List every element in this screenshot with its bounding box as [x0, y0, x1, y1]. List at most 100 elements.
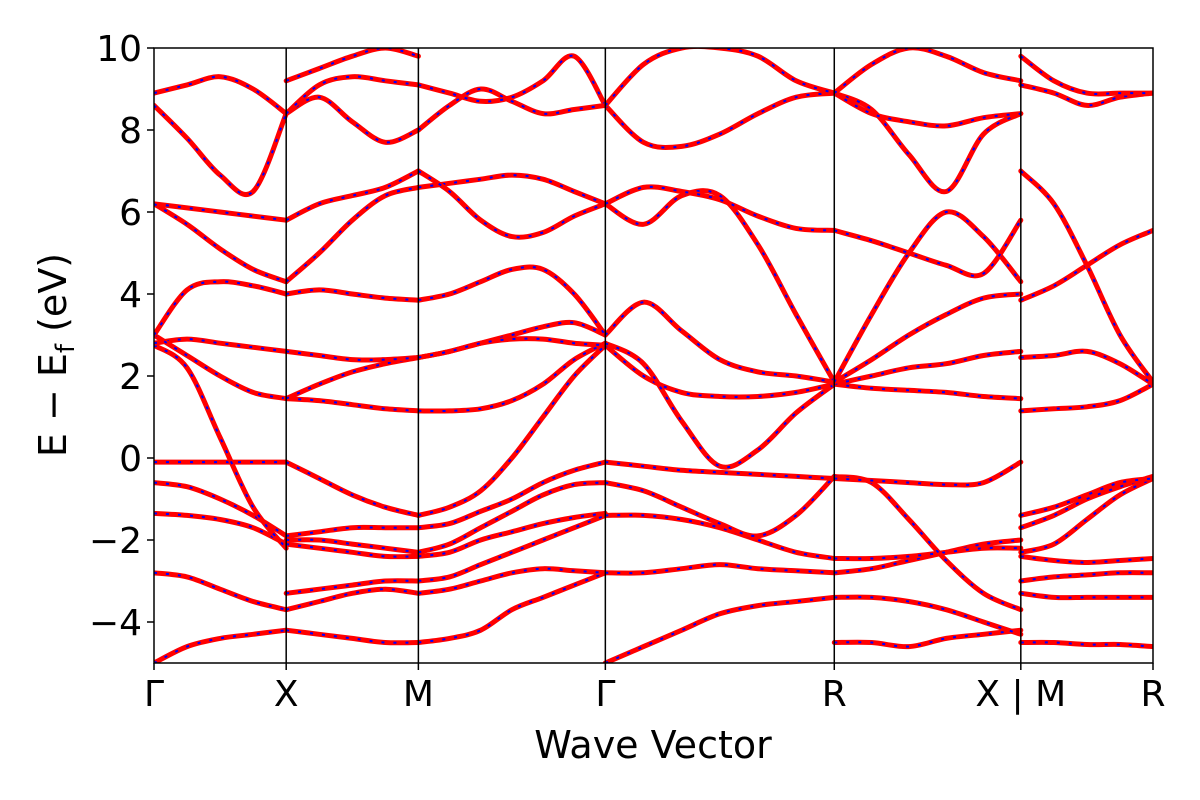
x-tick-label: X	[274, 674, 299, 715]
band-line	[283, 287, 421, 303]
band-line-dashed	[1020, 475, 1153, 529]
band-line	[831, 627, 1024, 650]
band-line	[602, 48, 837, 108]
band-line-dashed	[833, 48, 1022, 94]
band-line-dashed	[418, 54, 607, 106]
band-line	[283, 396, 421, 414]
band-line-dashed	[833, 210, 1022, 383]
band-line	[415, 570, 608, 645]
band-line-dashed	[154, 338, 287, 353]
band-line	[831, 348, 1024, 387]
band-line-dashed	[286, 526, 419, 537]
band-line	[415, 168, 608, 240]
band-line	[1018, 168, 1153, 385]
band-line-dashed	[605, 514, 835, 560]
band-line-dashed	[418, 321, 606, 359]
x-axis-ticks: Γ X M Γ R X | M R	[144, 663, 1166, 715]
band-line-dashed	[604, 189, 836, 383]
y-tick-label: −2	[89, 521, 142, 562]
plot-frame	[153, 47, 1154, 664]
band-line	[1018, 590, 1153, 601]
band-line	[415, 172, 608, 207]
x-tick-label: R	[822, 674, 847, 715]
y-tick-label: 2	[119, 357, 142, 398]
band-line-dashed	[418, 512, 606, 558]
band-line	[1018, 348, 1153, 387]
high-symmetry-lines	[285, 48, 1022, 663]
band-line-dashed	[154, 104, 288, 196]
band-line	[283, 348, 421, 363]
band-line-dashed	[154, 629, 287, 663]
band-line-dashed	[604, 596, 835, 663]
x-axis-label: Wave Vector	[534, 723, 772, 767]
band-line	[1018, 476, 1153, 518]
x-tick-label: Γ	[144, 674, 164, 715]
band-line-dashed	[1020, 55, 1153, 96]
y-axis-label: E − Ef (eV)	[31, 253, 81, 457]
band-line-dashed	[417, 87, 606, 131]
band-line	[831, 291, 1024, 385]
band-line-dashed	[604, 344, 835, 399]
band-line	[831, 217, 1024, 279]
band-line-dashed	[285, 170, 419, 222]
band-line-dashed	[418, 337, 606, 359]
band-line-dashed	[605, 461, 835, 480]
band-lines	[154, 48, 1153, 663]
band-line-dashed	[605, 475, 836, 537]
band-line-dashed	[417, 170, 606, 239]
band-line-dashed	[833, 293, 1021, 383]
band-line-dashed	[418, 461, 606, 529]
band-line	[283, 627, 421, 646]
x-tick-label: Γ	[595, 674, 615, 715]
band-line-dashed	[286, 629, 419, 644]
band-line-dashed	[154, 202, 287, 283]
band-line	[602, 340, 837, 470]
band-line-dashed	[286, 350, 419, 361]
band-line-dashed	[418, 567, 606, 595]
band-line-dashed	[1020, 571, 1153, 582]
band-line	[1018, 570, 1153, 584]
band-line	[831, 594, 1024, 637]
band-line	[831, 48, 1024, 96]
band-line	[283, 355, 421, 402]
y-tick-label: 4	[119, 275, 142, 316]
y-tick-label: −4	[89, 603, 142, 644]
band-line-dashed	[154, 334, 287, 400]
band-line-dashed	[605, 563, 835, 575]
band-line	[154, 102, 289, 197]
band-line	[283, 459, 421, 518]
band-line-dashed	[833, 92, 1022, 193]
band-line-dashed	[285, 356, 419, 400]
band-line-dashed	[286, 543, 419, 558]
band-line	[602, 562, 837, 576]
band-line	[283, 48, 421, 84]
band-line	[1018, 381, 1153, 414]
y-axis-label-subscript: f	[51, 343, 81, 353]
band-line-dashed	[418, 342, 606, 413]
band-line-dashed	[285, 461, 419, 517]
band-line-dashed	[154, 202, 287, 222]
band-line-dashed	[833, 92, 1021, 128]
band-line-dashed	[286, 579, 419, 595]
band-line	[154, 279, 289, 338]
band-line	[283, 586, 421, 613]
band-line	[602, 594, 837, 663]
y-tick-label: 0	[119, 439, 142, 480]
band-line	[1018, 639, 1153, 650]
band-line-dashed	[1020, 555, 1153, 564]
band-line	[415, 336, 608, 360]
band-line	[831, 381, 1024, 402]
y-tick-label: 8	[119, 111, 142, 152]
band-line	[831, 459, 1024, 488]
band-line-dashed	[604, 301, 835, 384]
y-tick-label: 10	[96, 29, 142, 70]
band-line	[1018, 553, 1153, 566]
band-line	[602, 184, 837, 233]
band-line	[154, 510, 289, 547]
band-line-dashed	[418, 266, 607, 336]
x-tick-label: R	[1140, 674, 1165, 715]
band-line	[154, 627, 289, 663]
band-line	[154, 342, 289, 551]
band-line	[602, 188, 837, 385]
